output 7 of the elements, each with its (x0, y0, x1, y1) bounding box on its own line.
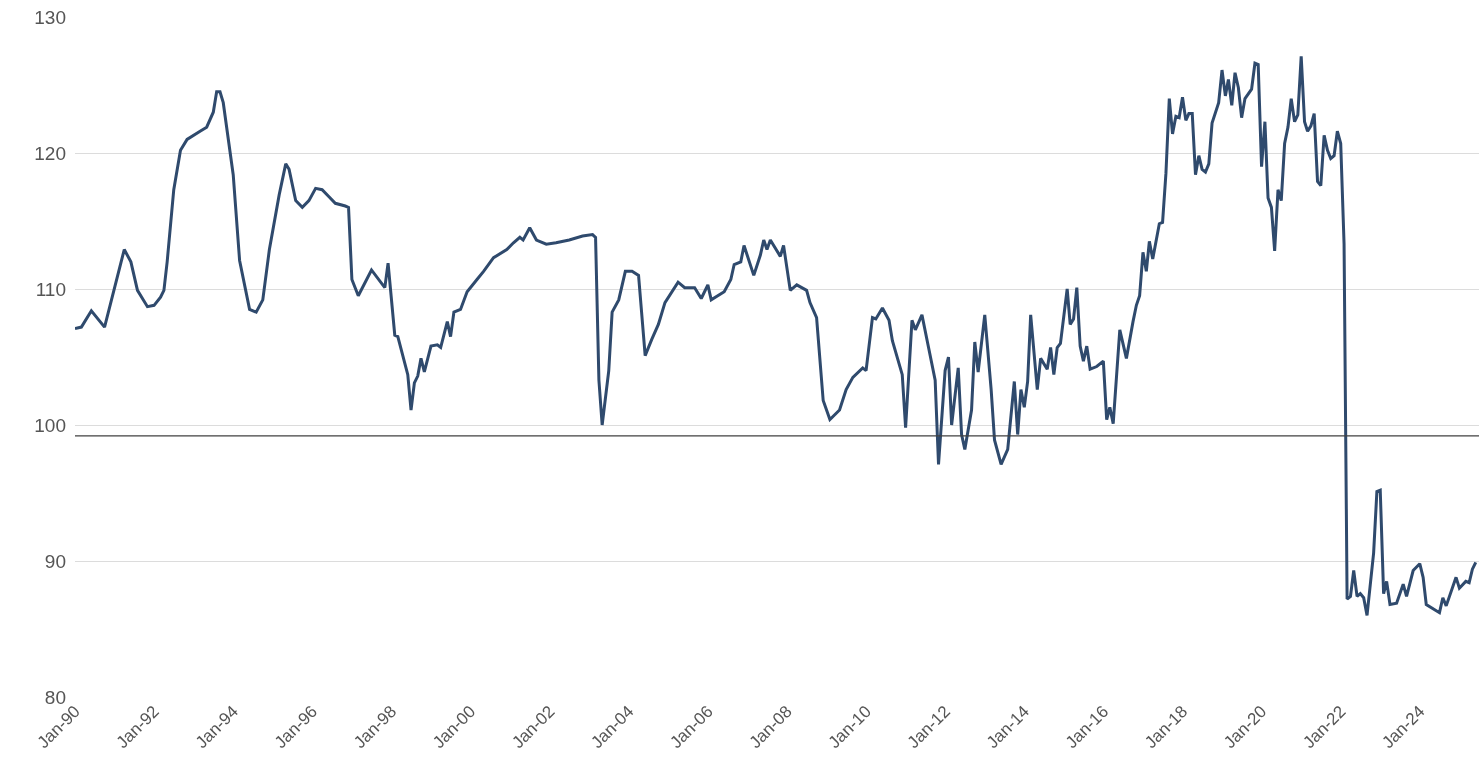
y-tick-label: 130 (34, 6, 66, 28)
y-tick-label: 100 (34, 414, 66, 436)
line-series (75, 54, 1478, 617)
y-tick-label: 90 (44, 550, 66, 572)
y-tick-label: 80 (44, 686, 66, 708)
y-tick-label: 120 (34, 142, 66, 164)
y-tick-label: 110 (35, 278, 66, 300)
